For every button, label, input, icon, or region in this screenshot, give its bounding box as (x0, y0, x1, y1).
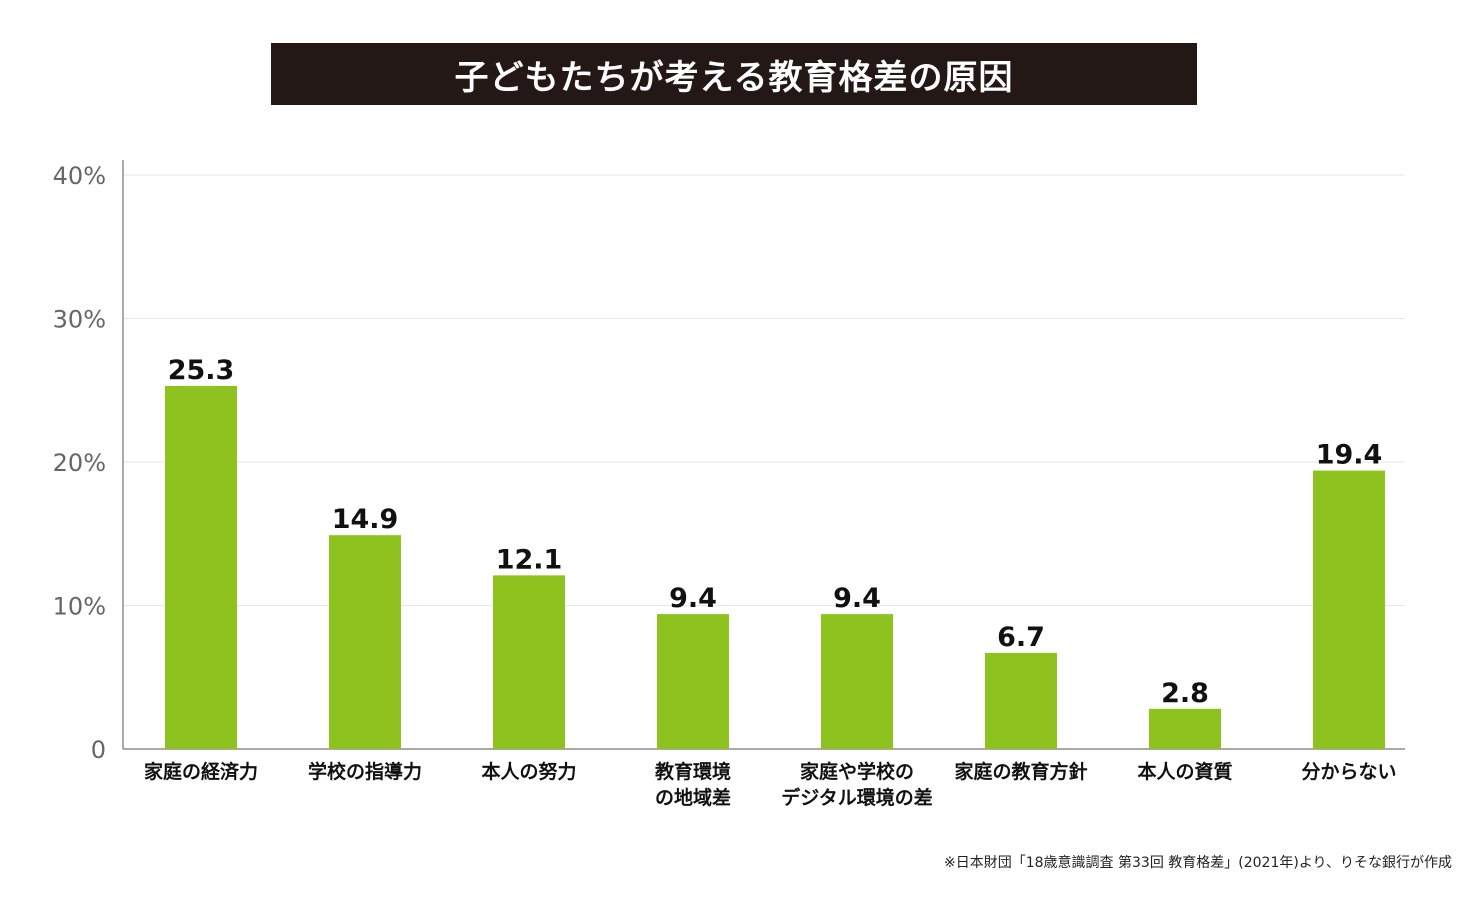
data-label: 25.3 (168, 355, 235, 386)
y-tick-label: 0 (91, 736, 106, 764)
y-tick-label: 10% (53, 593, 106, 621)
footnote: ※日本財団「18歳意識調査 第33回 教育格差」(2021年)より、りそな銀行が… (944, 855, 1452, 871)
y-tick-label: 40% (53, 162, 106, 190)
bar (821, 614, 893, 749)
x-tick-label: 分からない (1301, 761, 1396, 783)
bar (1149, 708, 1221, 749)
x-tick-label: 本人の資質 (1137, 760, 1232, 783)
chart-title: 子どもたちが考える教育格差の原因 (271, 43, 1197, 105)
x-tick-label: 学校の指導力 (308, 760, 422, 783)
bar (329, 535, 401, 749)
data-label: 9.4 (669, 583, 717, 614)
bar (493, 575, 565, 749)
x-tick-label: 本人の努力 (481, 760, 576, 783)
x-tick-label: の地域差 (655, 786, 731, 809)
data-label: 2.8 (1161, 678, 1209, 709)
y-tick-label: 20% (53, 449, 106, 477)
bar (985, 652, 1057, 749)
bar (1313, 470, 1385, 749)
x-tick-label: 家庭の経済力 (144, 760, 258, 783)
x-tick-label: 教育環境 (655, 760, 731, 783)
data-label: 9.4 (833, 583, 881, 614)
x-tick-label: 家庭や学校の (800, 760, 914, 783)
data-label: 12.1 (496, 544, 563, 575)
y-tick-label: 30% (53, 306, 106, 334)
bar (657, 614, 729, 749)
x-tick-label: 家庭の教育方針 (954, 760, 1087, 783)
bar (165, 385, 237, 749)
data-label: 19.4 (1316, 440, 1383, 471)
x-tick-label: デジタル環境の差 (781, 786, 933, 809)
data-label: 6.7 (997, 622, 1045, 653)
data-label: 14.9 (332, 504, 399, 535)
